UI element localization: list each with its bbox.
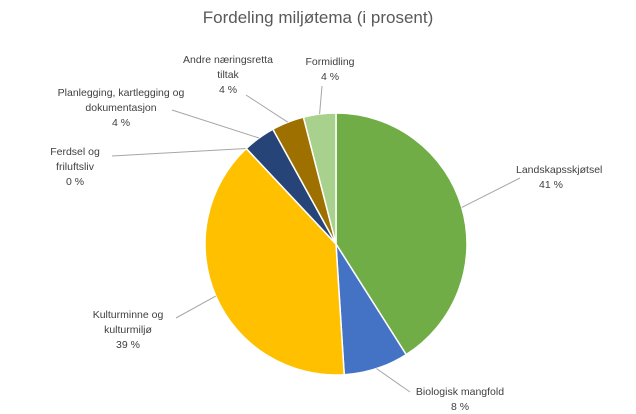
- category-label: Formidling: [305, 56, 355, 68]
- value-label: 4 %: [218, 84, 238, 96]
- leader-line: [111, 148, 247, 157]
- leader-line: [245, 94, 289, 123]
- value-label: 4 %: [111, 117, 131, 129]
- data-label: Kulturminne og kulturmiljø 39 %: [82, 308, 174, 353]
- leader-line: [171, 109, 260, 139]
- leader-line: [175, 295, 217, 319]
- value-label: 4 %: [320, 71, 340, 83]
- data-label: Biologisk mangfold 8 %: [405, 385, 515, 414]
- category-label: Ferdsel og friluftsliv: [50, 146, 100, 173]
- data-label: Andre næringsretta tiltak 4 %: [176, 53, 280, 98]
- data-label: Formidling 4 %: [295, 55, 365, 85]
- data-label: Planlegging, kartlegging og dokumentasjo…: [55, 86, 187, 131]
- data-label: Ferdsel og friluftsliv 0 %: [30, 145, 120, 190]
- category-label: Kulturminne og kulturmiljø: [92, 309, 164, 336]
- leader-line: [319, 85, 323, 115]
- category-label: Landskapsskjøtsel: [516, 164, 603, 176]
- chart-title: Fordeling miljøtema (i prosent): [202, 8, 434, 27]
- pie-slice: [335, 112, 468, 356]
- value-label: 39 %: [116, 339, 140, 351]
- value-label: 8 %: [450, 401, 470, 413]
- value-label: 41 %: [539, 179, 563, 191]
- category-label: Planlegging, kartlegging og dokumentasjo…: [57, 87, 185, 114]
- value-label: 0 %: [65, 176, 85, 188]
- pie-slice: [302, 112, 337, 245]
- category-label: Andre næringsretta tiltak: [183, 54, 273, 81]
- data-label: Landskapsskjøtsel 41 %: [516, 163, 602, 193]
- category-label: Biologisk mangfold: [415, 386, 505, 398]
- leader-line: [461, 177, 521, 208]
- leader-line: [376, 368, 411, 393]
